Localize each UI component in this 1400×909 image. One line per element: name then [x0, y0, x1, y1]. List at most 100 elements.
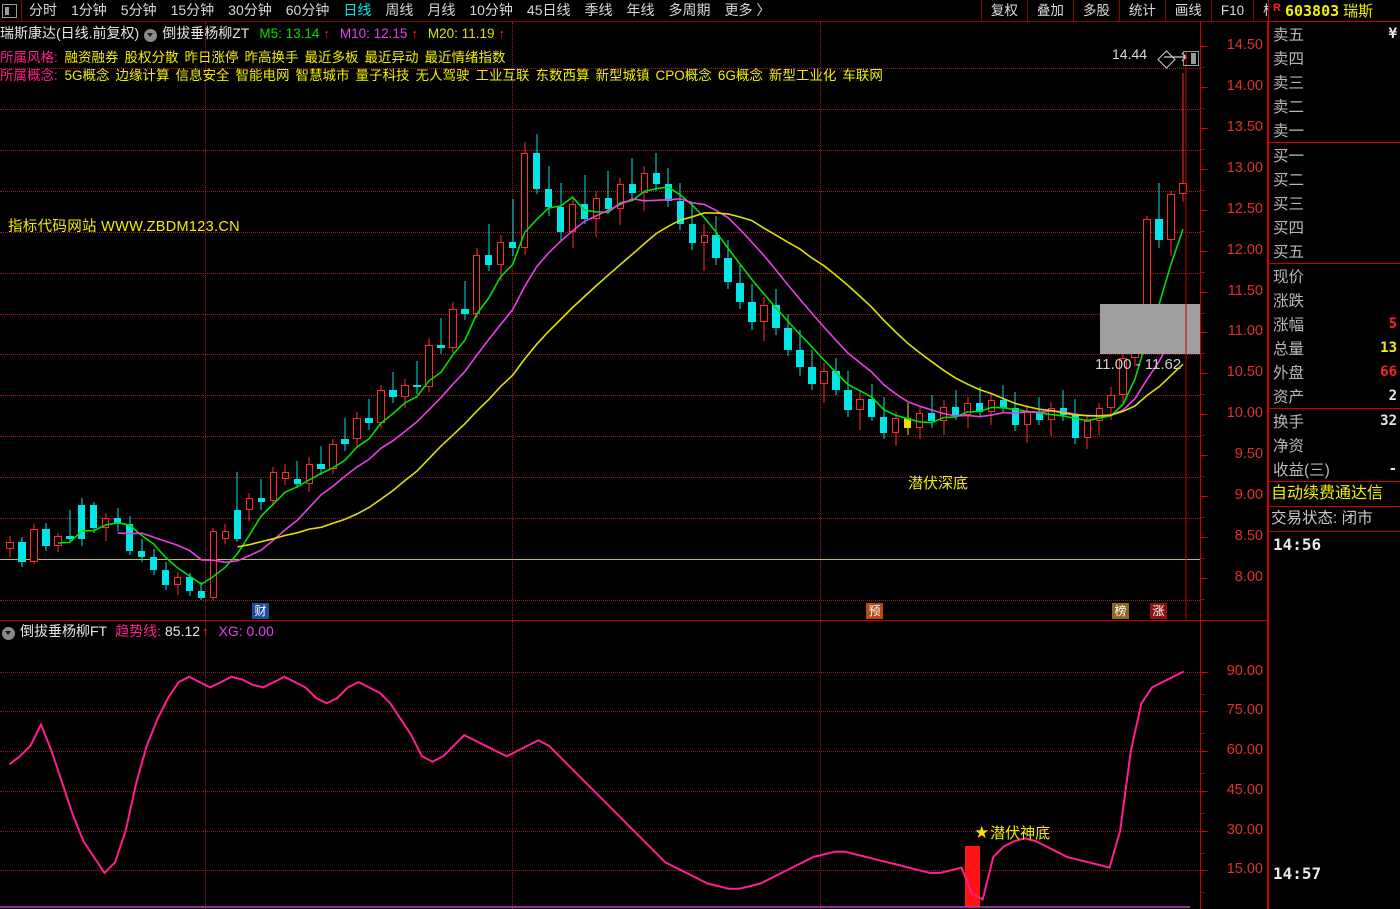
stat-row-label-1: 涨跌 [1273, 293, 1305, 310]
marker-badge-1[interactable]: 预 [866, 603, 883, 619]
quote-divider [1269, 481, 1400, 482]
bid-rows[interactable]: 买一 买二 买三 买四 买五 [1269, 143, 1400, 263]
chevron-down-icon[interactable] [144, 28, 158, 42]
stat2-row-2[interactable]: 收益(三) - [1269, 457, 1400, 481]
concept-tag-2[interactable]: 信息安全 [175, 68, 230, 83]
concept-tag-11[interactable]: 6G概念 [717, 68, 763, 83]
period-tab-14[interactable]: 更多 〉 [724, 2, 771, 18]
quote-panel[interactable]: R 603803 瑞斯 卖五 ¥ 卖四 卖三 卖二 卖一 买一 买二 买三 买四 买五 现价 涨跌涨… [1268, 0, 1400, 909]
period-tab-7[interactable]: 周线 [385, 2, 414, 18]
ask-row-4[interactable]: 卖一 [1269, 118, 1400, 142]
toolbar-button-2[interactable]: 多股 [1072, 0, 1119, 21]
bid-row-0[interactable]: 买一 [1269, 143, 1400, 167]
indicator-name[interactable]: 倒拔垂杨柳ZT [162, 25, 250, 41]
style-tag-0[interactable]: 融资融券 [64, 50, 119, 65]
period-tab-9[interactable]: 10分钟 [469, 2, 513, 18]
concept-tag-12[interactable]: 新型工业化 [768, 68, 837, 83]
style-tag-4[interactable]: 最近多板 [304, 50, 359, 65]
concept-tag-0[interactable]: 5G概念 [64, 68, 110, 83]
marker-badge-3[interactable]: 涨 [1150, 603, 1167, 619]
toolbar-button-4[interactable]: 画线 [1164, 0, 1211, 21]
advertisement-text[interactable]: 自动续费通达信 [1271, 485, 1384, 502]
price-tick-minor-4 [1201, 230, 1205, 232]
period-tab-0[interactable]: 分时 [29, 2, 57, 18]
stat2-row-label-2: 收益(三) [1273, 462, 1330, 479]
ask-row-1[interactable]: 卖四 [1269, 46, 1400, 70]
layout-toggle-icon[interactable] [2, 3, 17, 18]
concept-tag-9[interactable]: 新型城镇 [595, 68, 650, 83]
price-tick-label-12: 8.50 [1234, 527, 1263, 544]
style-tag-5[interactable]: 最近异动 [364, 50, 419, 65]
style-tag-1[interactable]: 股权分散 [124, 50, 179, 65]
period-tab-3[interactable]: 15分钟 [170, 2, 215, 18]
style-tags-row[interactable]: 所属风格: 融资融券 股权分散 昨日涨停 昨高换手 最近多板 最近异动 最近情绪指数 [0, 46, 512, 66]
candle-56 [676, 182, 684, 231]
sub-chevron-icon[interactable] [2, 626, 15, 640]
concept-tag-1[interactable]: 边缘计算 [115, 68, 170, 83]
concept-tags-row[interactable]: 所属概念: 5G概念 边缘计算 信息安全 智能电网 智慧城市 量子科技 无人驾驶 工业互联 东数… [0, 64, 889, 84]
marker-badge-2[interactable]: 榜 [1112, 603, 1129, 619]
selection-rectangle[interactable] [1100, 303, 1200, 355]
style-tag-6[interactable]: 最近情绪指数 [424, 50, 506, 65]
toolbar-button-0[interactable]: 复权 [980, 0, 1027, 21]
ask-row-2[interactable]: 卖三 [1269, 70, 1400, 94]
period-tab-8[interactable]: 月线 [427, 2, 456, 18]
toolbar-button-5[interactable]: F10 [1210, 0, 1253, 21]
period-tab-5[interactable]: 60分钟 [285, 2, 330, 18]
toolbar-button-3[interactable]: 统计 [1118, 0, 1165, 21]
period-tab-list[interactable]: 分时 1分钟 5分钟 15分钟 30分钟 60分钟 日线 周线 月线 10分钟 45日线 季线 年线 多周… [22, 0, 777, 21]
main-chart-panel[interactable]: 瑞斯康达(日线.前复权) 倒拔垂杨柳ZT M5: 13.14 ↑ M10: 12.1… [0, 22, 1200, 620]
ask-row-0[interactable]: 卖五 ¥ [1269, 22, 1400, 46]
period-tab-1[interactable]: 1分钟 [71, 2, 107, 18]
toolbar-button-1[interactable]: 叠加 [1026, 0, 1073, 21]
concept-tag-list[interactable]: 5G概念 边缘计算 信息安全 智能电网 智慧城市 量子科技 无人驾驶 工业互联 东数西算 新型城镇… [65, 68, 889, 83]
style-tag-list[interactable]: 融资融券 股权分散 昨日涨停 昨高换手 最近多板 最近异动 最近情绪指数 [65, 50, 512, 65]
candle-63 [760, 297, 768, 342]
concept-tag-6[interactable]: 无人驾驶 [415, 68, 470, 83]
stat-row-3[interactable]: 总量 13 [1269, 336, 1400, 360]
style-tag-3[interactable]: 昨高换手 [244, 50, 299, 65]
sub-indicator-panel[interactable]: 倒拔垂杨柳FT 趋势线: 85.12 ↑ XG: 0.00 ★ 潜伏神底 [0, 620, 1200, 909]
bid-row-2[interactable]: 买三 [1269, 191, 1400, 215]
sub-indicator-name[interactable]: 倒拔垂杨柳FT [20, 623, 108, 639]
style-tag-2[interactable]: 昨日涨停 [184, 50, 239, 65]
period-tab-4[interactable]: 30分钟 [228, 2, 272, 18]
ma-label-1: M10: 12.15 [339, 26, 408, 41]
stat-row-1[interactable]: 涨跌 [1269, 288, 1400, 312]
panel-toggle-icon[interactable] [1183, 51, 1199, 66]
concept-tag-10[interactable]: CPO概念 [655, 68, 712, 83]
stat2-row-0[interactable]: 换手 32 [1269, 409, 1400, 433]
stat2-row-1[interactable]: 净资 [1269, 433, 1400, 457]
stat-row-2[interactable]: 涨幅 5 [1269, 312, 1400, 336]
concept-tag-4[interactable]: 智慧城市 [295, 68, 350, 83]
period-tab-12[interactable]: 年线 [626, 2, 655, 18]
price-tick-label-13: 8.00 [1234, 568, 1263, 585]
period-tab-10[interactable]: 45日线 [526, 2, 571, 18]
candle-58 [700, 223, 708, 272]
marker-badge-0[interactable]: 财 [252, 603, 269, 619]
period-tab-13[interactable]: 多周期 [668, 2, 711, 18]
period-tab-2[interactable]: 5分钟 [120, 2, 157, 18]
candle-67 [808, 349, 816, 391]
period-tab-6[interactable]: 日线 [343, 2, 372, 18]
ask-row-3[interactable]: 卖二 [1269, 94, 1400, 118]
concept-tag-3[interactable]: 智能电网 [235, 68, 290, 83]
candle-body [748, 302, 756, 322]
concept-tag-7[interactable]: 工业互联 [475, 68, 530, 83]
bid-row-4[interactable]: 买五 [1269, 239, 1400, 263]
bid-row-1[interactable]: 买二 [1269, 167, 1400, 191]
stat-row-4[interactable]: 外盘 66 [1269, 360, 1400, 384]
concept-tag-13[interactable]: 车联网 [842, 68, 883, 83]
chart-header: 瑞斯康达(日线.前复权) 倒拔垂杨柳ZT M5: 13.14 ↑ M10: 12.1… [0, 22, 1200, 44]
concept-tag-5[interactable]: 量子科技 [355, 68, 410, 83]
top-toolbar[interactable]: 分时 1分钟 5分钟 15分钟 30分钟 60分钟 日线 周线 月线 10分钟 45日线 季线 年线 多周… [0, 0, 1400, 22]
highest-price-annotation: 14.44 [1112, 46, 1148, 62]
ask-rows[interactable]: 卖五 ¥ 卖四 卖三 卖二 卖一 [1269, 22, 1400, 142]
stat-row-5[interactable]: 资产 2 [1269, 384, 1400, 408]
stat2-row-value-0: 32 [1380, 413, 1397, 429]
period-tabs[interactable] [0, 0, 22, 21]
bid-row-3[interactable]: 买四 [1269, 215, 1400, 239]
stat-row-0[interactable]: 现价 [1269, 264, 1400, 288]
concept-tag-8[interactable]: 东数西算 [535, 68, 590, 83]
period-tab-11[interactable]: 季线 [584, 2, 613, 18]
